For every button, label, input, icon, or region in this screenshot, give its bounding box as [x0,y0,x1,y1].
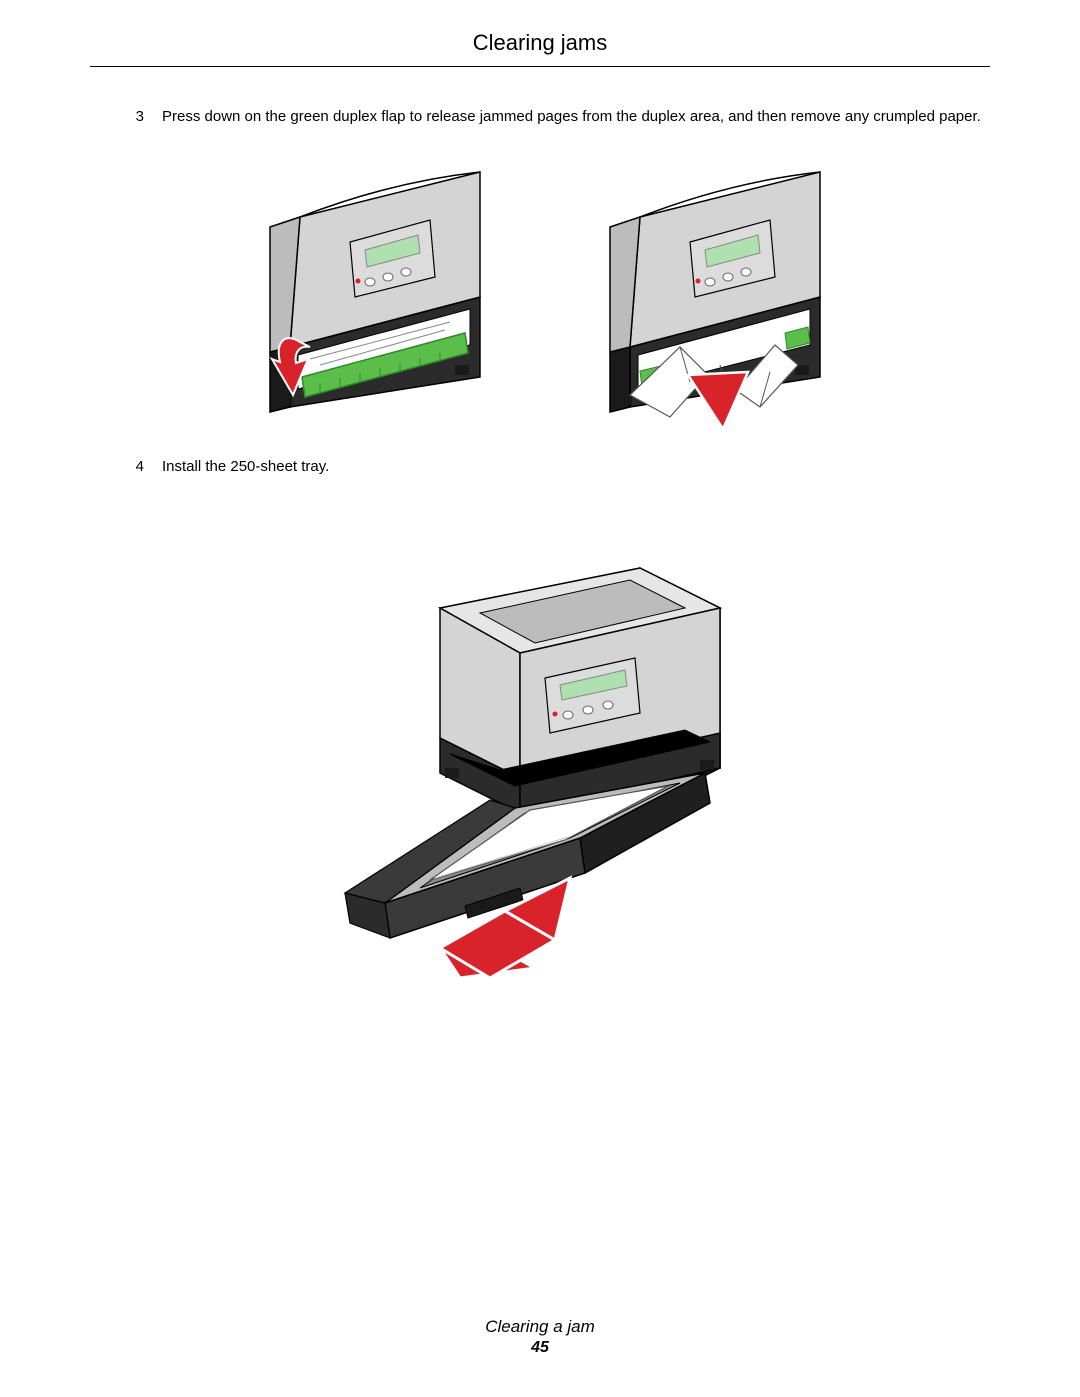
step-3-number: 3 [130,107,144,127]
title-rule [90,66,990,67]
page-title: Clearing jams [90,30,990,56]
page-number: 45 [0,1339,1080,1357]
step-4-number: 4 [130,457,144,477]
figure-install-tray [290,508,790,1008]
section-label: Clearing a jam [0,1317,1080,1337]
figure-duplex-flap [230,147,510,427]
step-4-text: Install the 250-sheet tray. [162,457,329,477]
step-3: 3 Press down on the green duplex flap to… [130,107,990,127]
step-3-text: Press down on the green duplex flap to r… [162,107,981,127]
page-footer: Clearing a jam 45 [0,1317,1080,1357]
figure-remove-paper [570,147,850,427]
step-4: 4 Install the 250-sheet tray. [130,457,990,477]
